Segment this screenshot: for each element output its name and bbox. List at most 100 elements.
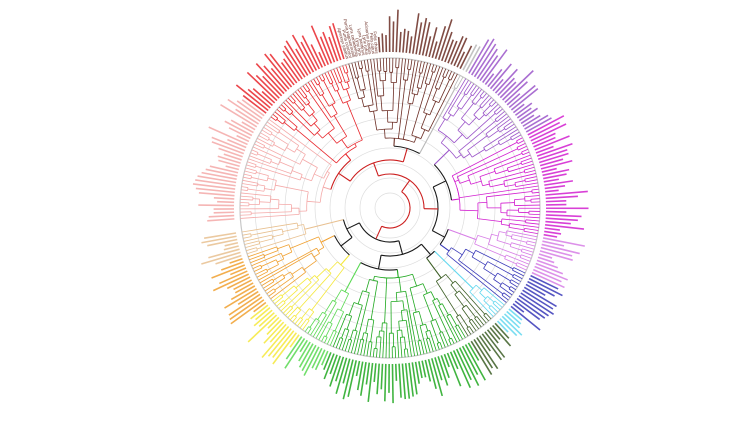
- tip-label-bar: [282, 50, 303, 80]
- tip-label-bar: [545, 224, 585, 230]
- tip-label-bar: [213, 211, 235, 214]
- tip-label-bar: [234, 282, 254, 294]
- branch-segment: [476, 316, 485, 326]
- backbone-arc: [378, 173, 425, 209]
- branch-segment: [241, 183, 258, 187]
- branch-segment: [419, 325, 428, 354]
- tip-label-bar: [283, 58, 301, 82]
- backbone-segment: [375, 225, 383, 240]
- tip-label-bar: [402, 28, 406, 53]
- tip-label-bar: [230, 299, 265, 325]
- branch-segment: [495, 169, 509, 175]
- branch-segment: [516, 137, 523, 142]
- backbone-segment: [396, 269, 399, 278]
- tip-label-bar: [544, 185, 566, 190]
- branch-segment: [360, 68, 366, 90]
- branch-segment: [381, 322, 383, 332]
- branch-arc: [505, 230, 508, 236]
- tip-label-bar: [300, 41, 318, 71]
- tip-label-bar: [470, 340, 493, 375]
- branch-arc: [425, 329, 430, 332]
- branch-segment: [425, 331, 429, 339]
- branch-arc: [322, 311, 327, 315]
- branch-arc: [488, 104, 492, 107]
- tip-label-bar: [322, 31, 336, 63]
- branch-segment: [524, 166, 535, 171]
- branch-segment: [302, 158, 318, 168]
- tip-label-bar: [267, 316, 280, 329]
- branch-segment: [292, 316, 297, 323]
- branch-segment: [438, 305, 458, 343]
- branch-segment: [370, 319, 375, 342]
- branch-segment: [493, 278, 502, 285]
- branch-segment: [321, 335, 325, 342]
- tip-label-bar: [329, 355, 341, 387]
- branch-segment: [310, 80, 321, 96]
- tip-label-bar: [380, 363, 384, 390]
- branch-segment: [505, 254, 530, 265]
- tip-label-bar: [227, 138, 247, 149]
- branch-arc: [473, 114, 480, 121]
- tip-label-bar: [212, 273, 250, 292]
- tip-label-bar: [198, 192, 235, 197]
- tip-label-bar: [421, 22, 431, 56]
- branch-arc: [471, 250, 477, 258]
- branch-segment: [472, 87, 480, 97]
- tip-label-bar: [464, 344, 486, 381]
- branch-arc: [263, 145, 266, 149]
- branch-segment: [365, 279, 370, 292]
- branch-segment: [413, 136, 417, 143]
- branch-arc: [309, 308, 314, 313]
- branch-segment: [407, 60, 416, 104]
- branch-segment: [446, 253, 507, 303]
- tip-label-bar: [545, 217, 578, 222]
- branch-segment: [430, 321, 439, 344]
- tip-label-bar: [347, 360, 358, 397]
- branch-arc: [512, 274, 515, 278]
- branch-segment: [459, 290, 487, 324]
- branch-segment: [263, 281, 275, 289]
- branch-segment: [264, 188, 275, 191]
- branch-segment: [439, 342, 443, 349]
- branch-segment: [445, 69, 450, 78]
- branch-segment: [507, 162, 522, 169]
- tip-label-bar: [261, 90, 276, 104]
- tip-label-bar: [522, 289, 554, 310]
- tip-label-bar: [512, 303, 525, 313]
- tip-label-bar: [434, 357, 443, 381]
- branch-arc: [417, 87, 422, 89]
- branch-segment: [512, 234, 537, 241]
- branch-segment: [270, 116, 277, 121]
- tip-label-bar: [408, 362, 414, 397]
- tip-label-bar: [201, 251, 241, 265]
- tip-label-bar: [213, 197, 235, 200]
- tip-label-bar: [235, 84, 269, 112]
- branch-segment: [270, 271, 306, 300]
- tip-label-bar: [508, 84, 536, 109]
- branch-arc: [510, 234, 513, 239]
- branch-segment: [514, 204, 540, 206]
- tip-label-bar: [543, 233, 558, 238]
- branch-segment: [277, 244, 290, 250]
- branch-segment: [432, 88, 438, 101]
- branch-segment: [347, 340, 353, 353]
- tip-label-bar: [459, 45, 473, 69]
- branch-segment: [428, 338, 434, 352]
- tip-label-bar: [226, 276, 251, 290]
- branch-segment: [479, 292, 487, 299]
- branch-segment: [524, 195, 540, 198]
- branch-arc: [423, 291, 432, 296]
- branch-segment: [268, 138, 275, 143]
- tip-label-bar: [227, 98, 261, 122]
- branch-segment: [331, 104, 338, 114]
- branch-segment: [398, 58, 400, 68]
- branch-segment: [241, 222, 298, 233]
- backbone-segment: [345, 153, 352, 161]
- branch-segment: [313, 78, 318, 86]
- branch-segment: [420, 113, 428, 129]
- branch-segment: [471, 256, 486, 266]
- branch-segment: [431, 64, 435, 72]
- branch-segment: [421, 61, 425, 74]
- branch-segment: [461, 94, 473, 110]
- branch-segment: [515, 264, 527, 271]
